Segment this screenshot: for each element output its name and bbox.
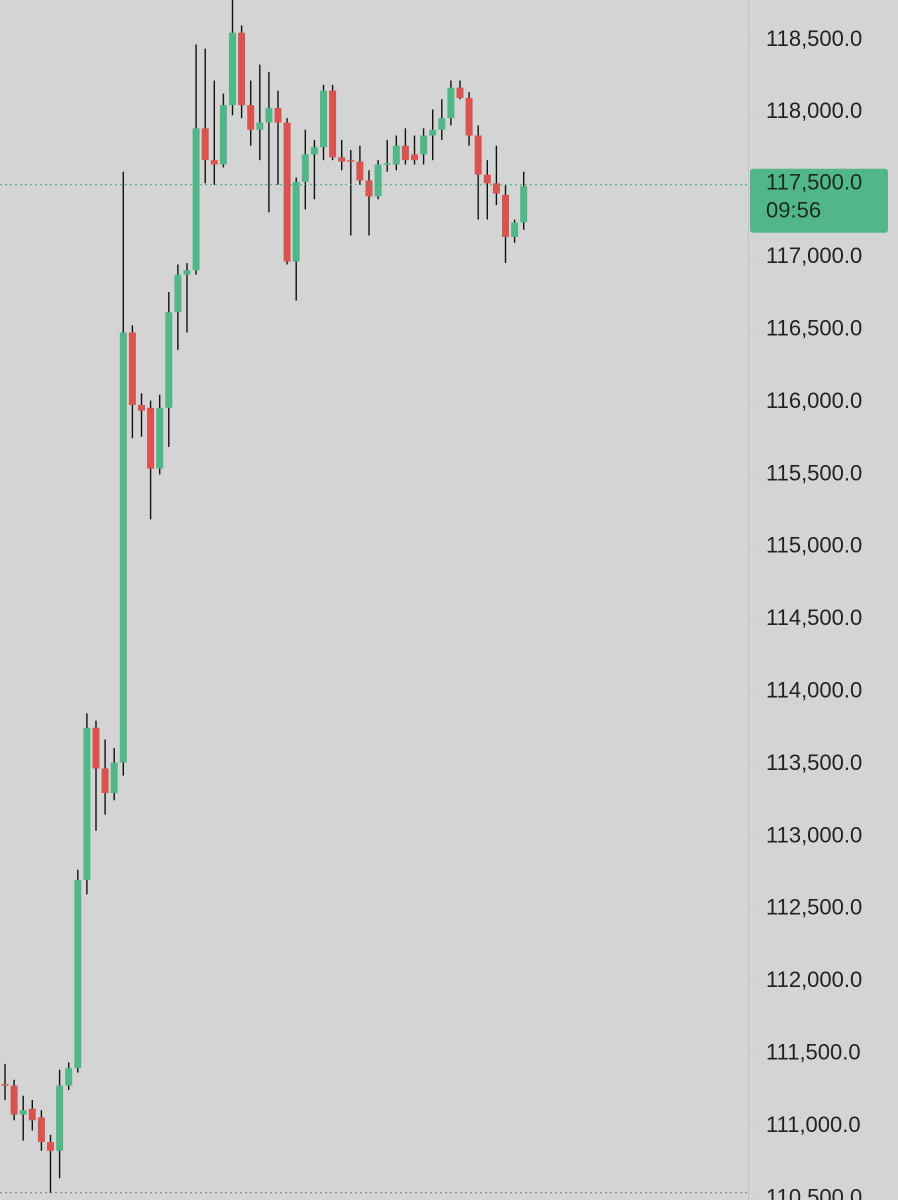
candle-body bbox=[420, 135, 428, 155]
candle-body bbox=[92, 727, 100, 769]
candle-body bbox=[274, 108, 282, 123]
candle-body bbox=[310, 147, 318, 155]
candle-body bbox=[1, 1084, 9, 1086]
candle-body bbox=[329, 90, 337, 158]
candle-body bbox=[201, 128, 209, 161]
candle-body bbox=[210, 160, 218, 165]
candle-body bbox=[219, 105, 227, 165]
candle-body bbox=[183, 270, 191, 275]
candle-body bbox=[347, 160, 355, 162]
candle-body bbox=[247, 105, 255, 130]
candle-body bbox=[502, 194, 509, 237]
candle-body bbox=[74, 879, 82, 1069]
y-tick-label: 114,500.0 bbox=[766, 605, 862, 630]
candle-body bbox=[56, 1085, 64, 1151]
y-tick-label: 111,500.0 bbox=[766, 1040, 861, 1065]
candle-body bbox=[465, 97, 473, 136]
y-tick-label: 114,000.0 bbox=[766, 677, 862, 702]
current-price-label: 117,500.0 bbox=[766, 170, 862, 195]
y-tick-label: 112,500.0 bbox=[766, 895, 862, 920]
y-tick-label: 111,000.0 bbox=[766, 1112, 861, 1137]
candle-body bbox=[47, 1142, 54, 1151]
candle-body bbox=[511, 222, 519, 237]
candle-body bbox=[10, 1085, 18, 1115]
candle-body bbox=[429, 129, 437, 136]
candle-body bbox=[438, 118, 446, 130]
candle-body bbox=[401, 145, 409, 161]
candle-body bbox=[456, 87, 464, 98]
candle-body bbox=[392, 145, 400, 165]
candle-body bbox=[192, 128, 200, 271]
candle-body bbox=[292, 181, 300, 262]
candle-body bbox=[65, 1068, 73, 1086]
candle-body bbox=[101, 768, 109, 794]
y-tick-label: 117,000.0 bbox=[766, 243, 862, 268]
candle-body bbox=[338, 157, 346, 162]
candle-body bbox=[447, 87, 455, 119]
candle-body bbox=[520, 186, 528, 223]
y-tick-label: 110,500.0 bbox=[766, 1184, 862, 1200]
candle-body bbox=[301, 154, 309, 182]
candle-body bbox=[283, 122, 291, 262]
candle-body bbox=[492, 183, 500, 194]
candle-body bbox=[238, 32, 246, 106]
candle-body bbox=[474, 135, 482, 175]
candle-body bbox=[365, 180, 373, 197]
candle-body bbox=[229, 32, 236, 106]
y-tick-label: 118,000.0 bbox=[766, 98, 862, 123]
y-tick-label: 116,500.0 bbox=[766, 315, 862, 340]
candle-body bbox=[156, 407, 164, 469]
y-tick-label: 113,500.0 bbox=[766, 750, 862, 775]
candle-body bbox=[356, 161, 364, 181]
y-tick-label: 112,000.0 bbox=[766, 967, 862, 992]
y-tick-label: 115,000.0 bbox=[766, 533, 862, 558]
candle-body bbox=[174, 274, 182, 313]
y-tick-label: 118,500.0 bbox=[766, 26, 862, 51]
candle-body bbox=[483, 174, 491, 184]
y-tick-label: 115,500.0 bbox=[766, 460, 862, 485]
y-tick-label: 113,000.0 bbox=[766, 822, 862, 847]
candle-body bbox=[19, 1110, 27, 1115]
candle-body bbox=[28, 1108, 36, 1121]
candle-body bbox=[374, 164, 382, 197]
candle-body bbox=[83, 727, 91, 880]
candle-body bbox=[411, 154, 418, 161]
y-tick-label: 116,000.0 bbox=[766, 388, 862, 413]
current-price-box bbox=[750, 168, 888, 233]
candle-body bbox=[37, 1117, 45, 1143]
candle-body bbox=[119, 332, 127, 763]
candle-body bbox=[256, 122, 264, 130]
candle-body bbox=[383, 163, 391, 165]
candle-body bbox=[165, 312, 173, 408]
candle-body bbox=[320, 90, 327, 148]
candle-body bbox=[265, 108, 273, 123]
countdown: 09:56 bbox=[766, 198, 821, 223]
candle-body bbox=[147, 407, 155, 469]
candle-body bbox=[110, 762, 118, 794]
candle-body bbox=[138, 404, 145, 411]
candle-body bbox=[128, 332, 136, 405]
